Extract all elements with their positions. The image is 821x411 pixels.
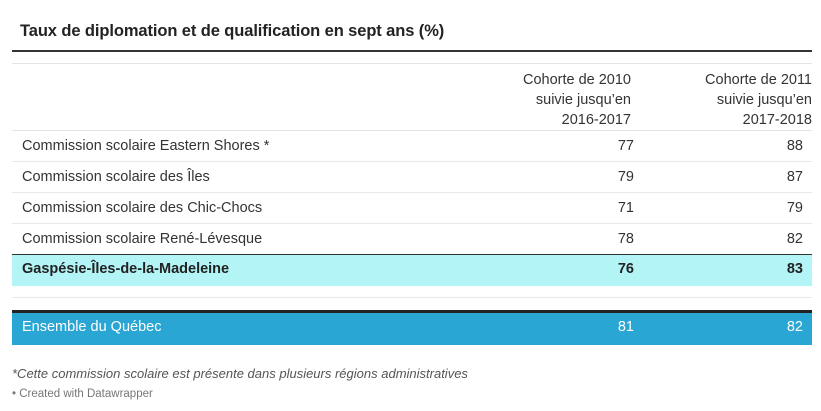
quebec-value-2011: 82: [786, 319, 803, 335]
row-value-2010: 79: [617, 169, 634, 185]
region-total-row: Gaspésie-Îles-de-la-Madeleine 76 83: [12, 254, 812, 286]
column-header-2011: Cohorte de 2011 suivie jusqu’en 2017-201…: [672, 70, 812, 130]
row-value-2010: 77: [617, 138, 634, 154]
region-value-2011: 83: [786, 261, 803, 277]
row-label: Commission scolaire Eastern Shores *: [22, 138, 270, 154]
quebec-total-row: Ensemble du Québec 81 82: [12, 310, 812, 345]
table-row: Commission scolaire Eastern Shores * 77 …: [12, 131, 812, 162]
quebec-label: Ensemble du Québec: [22, 319, 162, 335]
row-divider: [12, 192, 812, 193]
header-bottom-divider: [12, 130, 812, 131]
column-header-2011-line-2: suivie jusqu’en: [716, 92, 812, 108]
column-header-2011-line-3: 2017-2018: [742, 112, 812, 128]
datawrapper-credit: • Created with Datawrapper: [12, 388, 153, 400]
row-value-2010: 78: [617, 231, 634, 247]
row-label: Commission scolaire René-Lévesque: [22, 231, 263, 247]
quebec-value-2010: 81: [617, 319, 634, 335]
row-divider: [12, 161, 812, 162]
spacer-divider: [12, 297, 812, 298]
row-label: Commission scolaire des Chic-Chocs: [22, 200, 263, 216]
table-row: Commission scolaire René-Lévesque 78 82: [12, 224, 812, 255]
row-value-2011: 87: [786, 169, 803, 185]
table-row: Commission scolaire des Îles 79 87: [12, 162, 812, 193]
column-header-2011-line-1: Cohorte de 2011: [705, 72, 812, 88]
row-value-2010: 71: [617, 200, 634, 216]
row-value-2011: 88: [786, 138, 803, 154]
column-header-2010: Cohorte de 2010 suivie jusqu’en 2016-201…: [491, 70, 631, 130]
row-divider: [12, 223, 812, 224]
footnote: *Cette commission scolaire est présente …: [12, 366, 468, 381]
column-header-2010-line-1: Cohorte de 2010: [522, 72, 631, 88]
row-value-2011: 82: [786, 231, 803, 247]
region-label: Gaspésie-Îles-de-la-Madeleine: [22, 261, 230, 277]
title-rule: [12, 50, 812, 52]
column-header-2010-line-2: suivie jusqu’en: [535, 92, 631, 108]
header-top-divider: [12, 63, 812, 64]
chart-title: Taux de diplomation et de qualification …: [20, 22, 445, 40]
table-row: Commission scolaire des Chic-Chocs 71 79: [12, 193, 812, 224]
region-value-2010: 76: [617, 261, 634, 277]
row-label: Commission scolaire des Îles: [22, 169, 210, 185]
row-value-2011: 79: [786, 200, 803, 216]
column-header-2010-line-3: 2016-2017: [561, 112, 631, 128]
